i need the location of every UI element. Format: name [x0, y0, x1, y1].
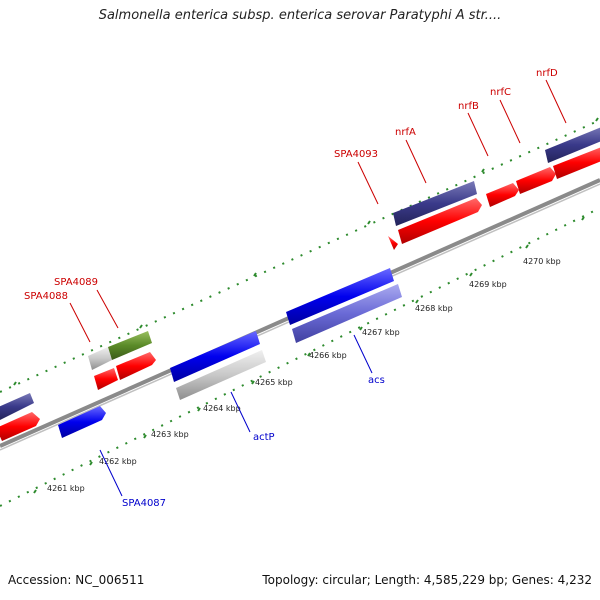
feature-blue-acs[interactable] — [286, 268, 394, 325]
scale-label-4261: 4261 kbp — [47, 484, 85, 493]
feature-gray-actp[interactable] — [176, 350, 266, 400]
gene-label-nrfa[interactable]: nrfA — [395, 127, 416, 138]
feature-blue-actp[interactable] — [170, 331, 260, 382]
leader-line-nrfc — [499, 99, 521, 144]
gene-label-nrfb[interactable]: nrfB — [458, 101, 479, 112]
scale-label-4268: 4268 kbp — [415, 304, 453, 313]
scale-label-4265: 4265 kbp — [255, 378, 293, 387]
feature-red-left[interactable] — [0, 412, 40, 441]
footer-accession: Accession: NC_006511 — [8, 573, 145, 587]
feature-blue-spa4087[interactable] — [58, 406, 106, 438]
feature-purple-nrfd[interactable] — [545, 126, 600, 163]
gene-label-acs[interactable]: acs — [368, 375, 385, 386]
footer-stats: Topology: circular; Length: 4,585,229 bp… — [262, 573, 592, 587]
gene-label-spa4088[interactable]: SPA4088 — [24, 291, 68, 302]
leader-line-spa4089 — [96, 289, 119, 329]
leader-line-nrfd — [545, 79, 567, 124]
feature-red-nrfb[interactable] — [486, 183, 519, 207]
map-title: Salmonella enterica subsp. enterica sero… — [98, 8, 502, 23]
gene-label-spa4087[interactable]: SPA4087 — [122, 498, 166, 509]
lower-major-ticks — [33, 216, 585, 494]
feature-red-spa4088[interactable] — [94, 368, 118, 390]
scale-label-4267: 4267 kbp — [362, 328, 400, 337]
scale-label-4264: 4264 kbp — [203, 404, 241, 413]
leader-line-nrfb — [467, 112, 489, 157]
gene-label-actp[interactable]: actP — [253, 432, 275, 443]
upper-tick-track — [0, 119, 600, 393]
scale-label-4266: 4266 kbp — [309, 351, 347, 360]
feature-lightpurple-acs[interactable] — [292, 284, 402, 343]
scale-label-4270: 4270 kbp — [523, 257, 561, 266]
leader-line-spa4087 — [99, 449, 123, 497]
leader-line-nrfa — [405, 139, 427, 184]
gene-label-nrfd[interactable]: nrfD — [536, 68, 558, 79]
feature-gray-spa4088[interactable] — [88, 347, 112, 370]
feature-red-nrfa[interactable] — [398, 198, 482, 244]
gene-label-spa4089[interactable]: SPA4089 — [54, 277, 98, 288]
feature-red-nrfc[interactable] — [516, 167, 556, 194]
scale-label-4263: 4263 kbp — [151, 430, 189, 439]
feature-purple-left[interactable] — [0, 393, 34, 420]
gene-label-nrfc[interactable]: nrfC — [490, 87, 511, 98]
upper-major-ticks — [13, 117, 599, 386]
feature-purple-nrfa[interactable] — [393, 181, 477, 226]
gene-label-spa4093[interactable]: SPA4093 — [334, 149, 378, 160]
scale-label-4269: 4269 kbp — [469, 280, 507, 289]
feature-red-nrfd[interactable] — [553, 146, 600, 179]
leader-line-acs — [353, 334, 373, 374]
feature-olive-spa4089[interactable] — [108, 331, 152, 360]
leader-line-spa4088 — [69, 302, 91, 343]
feature-red-spa4093[interactable] — [388, 236, 398, 250]
lower-tick-track — [0, 207, 600, 507]
leader-line-actp — [230, 391, 251, 433]
feature-red-spa4089[interactable] — [116, 352, 156, 380]
scale-label-4262: 4262 kbp — [99, 457, 137, 466]
leader-line-spa4093 — [357, 161, 379, 205]
